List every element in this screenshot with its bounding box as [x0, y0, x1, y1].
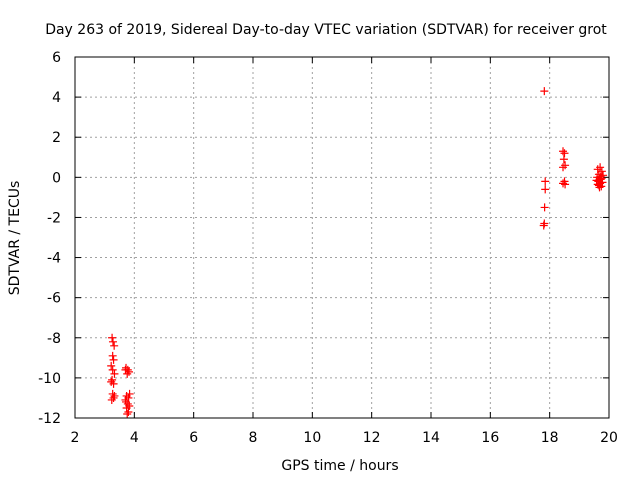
- data-point: [110, 391, 119, 400]
- data-point: [107, 395, 116, 404]
- plot-frame: [74, 56, 610, 419]
- data-point: [540, 87, 549, 96]
- y-tick-label: -6: [47, 291, 61, 307]
- data-point: [107, 361, 116, 370]
- data-points: [107, 87, 608, 418]
- data-point: [541, 177, 550, 186]
- x-tick-label: 20: [600, 430, 618, 446]
- y-tick-label: -8: [47, 331, 61, 347]
- data-point: [561, 180, 570, 189]
- data-point: [108, 375, 117, 384]
- x-tick-label: 16: [481, 430, 499, 446]
- data-point: [108, 389, 117, 398]
- y-tick-label: -10: [38, 371, 61, 387]
- data-point: [123, 409, 132, 418]
- x-tick-label: 2: [71, 430, 80, 446]
- y-tick-label: -2: [47, 210, 61, 226]
- y-tick-label: 6: [52, 50, 61, 66]
- x-tick-label: 6: [189, 430, 198, 446]
- x-axis-label: GPS time / hours: [281, 458, 398, 474]
- y-tick-label: 4: [52, 90, 61, 106]
- data-point: [559, 155, 568, 164]
- data-point: [125, 389, 134, 398]
- data-point: [596, 163, 605, 172]
- data-point: [559, 147, 568, 156]
- y-axis-label: SDTVAR / TECUs: [7, 181, 23, 296]
- x-tick-label: 8: [249, 430, 258, 446]
- data-point: [109, 355, 118, 364]
- data-point: [109, 393, 118, 402]
- data-point: [539, 221, 548, 230]
- data-point: [592, 176, 601, 185]
- data-point: [125, 401, 134, 410]
- tick-labels: 2 4 6 8 10 12 14 16 18 20 -12 -10 -8 -6 -4 -2 0 2 4 6: [38, 50, 618, 446]
- data-point: [540, 203, 549, 212]
- x-tick-label: 18: [541, 430, 559, 446]
- grid: [75, 57, 609, 418]
- x-tick-label: 14: [422, 430, 440, 446]
- data-point: [108, 333, 117, 342]
- y-tick-label: 0: [52, 170, 61, 186]
- data-point: [596, 175, 605, 184]
- data-point: [110, 341, 119, 350]
- chart-title: Day 263 of 2019, Sidereal Day-to-day VTE…: [45, 22, 607, 38]
- data-point: [541, 185, 550, 194]
- data-point: [108, 365, 117, 374]
- y-tick-label: -12: [38, 411, 61, 427]
- data-point: [110, 369, 119, 378]
- data-point: [123, 399, 132, 408]
- x-tick-label: 10: [303, 430, 321, 446]
- data-point: [599, 171, 608, 180]
- data-point: [559, 163, 568, 172]
- y-tick-label: -4: [47, 251, 61, 267]
- data-point: [121, 365, 130, 374]
- data-point: [108, 337, 117, 346]
- data-point: [108, 351, 117, 360]
- data-point: [124, 407, 133, 416]
- data-point: [123, 369, 132, 378]
- data-point: [107, 377, 116, 386]
- x-tick-label: 12: [363, 430, 381, 446]
- data-point: [124, 367, 133, 376]
- x-tick-label: 4: [130, 430, 139, 446]
- data-point: [594, 181, 603, 190]
- y-tick-label: 2: [52, 130, 61, 146]
- data-point: [121, 395, 130, 404]
